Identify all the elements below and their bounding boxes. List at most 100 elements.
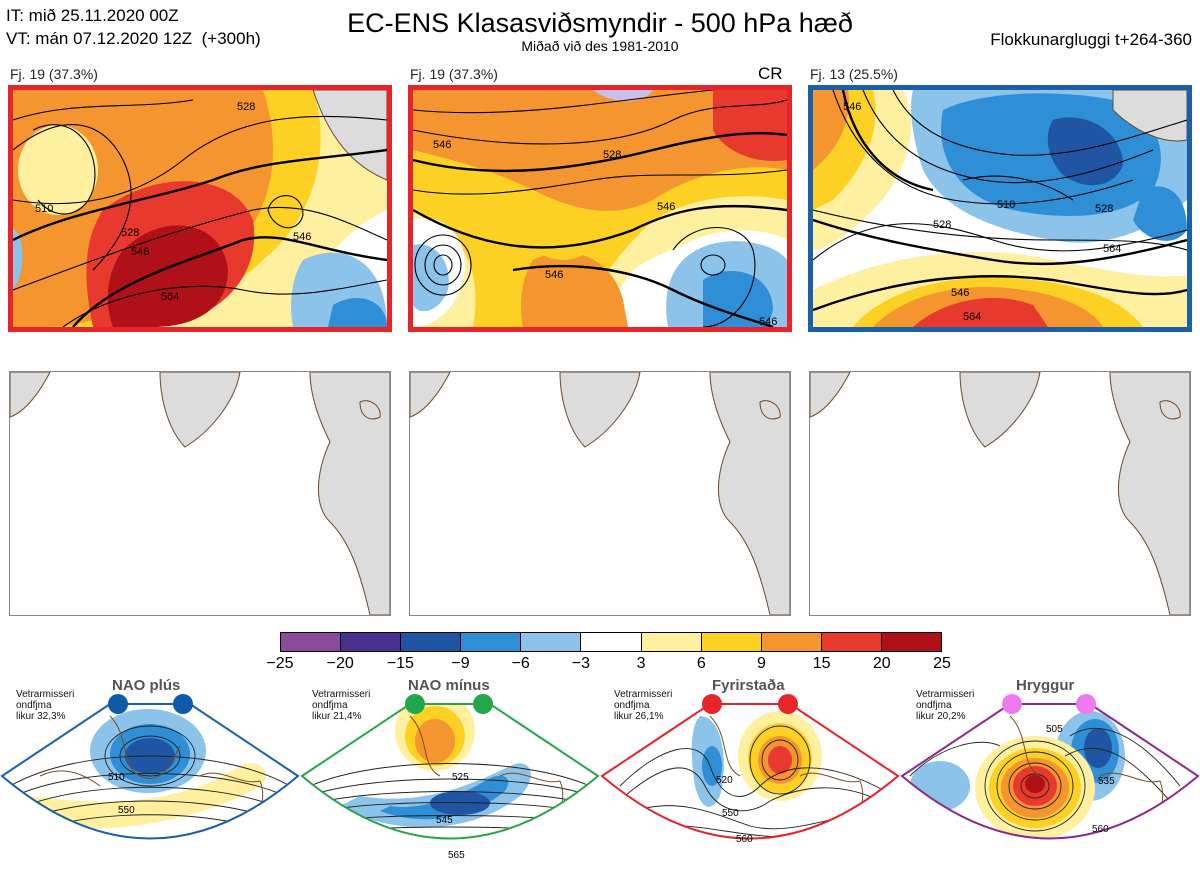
regime-probability: Vetrarmisseri ondfjma likur 26,1% [614, 689, 673, 722]
regime-dot [702, 694, 722, 714]
contour-label: 546 [951, 287, 969, 299]
colorbar-tick: −25 [266, 655, 294, 672]
regime-blocking-graphic: 520 550 560 [600, 694, 900, 845]
contour-label: 564 [963, 311, 981, 323]
regime-nao-minus[interactable]: 525 545 565 NAO mínus Vetrarmisseri ondf… [300, 676, 600, 871]
contour-label: 528 [237, 101, 255, 113]
contour-label: 546 [657, 201, 675, 213]
colorbar-swatch [821, 633, 882, 651]
regime-dot [1002, 694, 1022, 714]
regime-outline [900, 703, 1200, 840]
colorbar-tick: 6 [696, 655, 706, 672]
regime-ridge[interactable]: 505 535 560 Hryggur Vetrarmisseri ondfjm… [900, 676, 1200, 871]
colorbar-tick: −9 [451, 655, 470, 672]
cluster-window: Flokkunargluggi t+264-360 [990, 30, 1192, 49]
colorbar [280, 632, 942, 652]
contour-label: 546 [131, 246, 149, 258]
colorbar-swatch [761, 633, 822, 651]
run-info: IT: mið 25.11.2020 00Z VT: mán 07.12.202… [6, 4, 261, 50]
regime-title: NAO mínus [408, 677, 490, 694]
colorbar-swatch [521, 633, 582, 651]
contour-label: 505 [1046, 724, 1063, 735]
colorbar-ticks: −25 −20 −15 −9 −6 −3 3 6 9 15 20 25 [266, 655, 950, 675]
regime-ridge-graphic: 505 535 560 [900, 694, 1200, 840]
regime-dot [405, 694, 425, 714]
contour-label: 528 [121, 227, 139, 239]
colorbar-swatch [401, 633, 462, 651]
regime-outline [600, 703, 900, 840]
colorbar-tick: 9 [757, 655, 766, 672]
contour-label: 565 [448, 850, 465, 861]
contour-label: 546 [433, 139, 451, 151]
regime-dot [173, 694, 193, 714]
init-time: IT: mið 25.11.2020 00Z [6, 6, 179, 25]
page-subtitle: Miðað við des 1981-2010 [521, 38, 679, 54]
regime-title: Fyrirstaða [712, 677, 785, 694]
panel-label-3: Fj. 13 (25.5%) [810, 66, 898, 82]
colorbar-swatch [281, 633, 342, 651]
contour-label: 510 [997, 199, 1015, 211]
contour-label: 510 [35, 203, 53, 215]
contour-label: 528 [603, 149, 621, 161]
page-title: EC-ENS Klasasviðsmyndir - 500 hPa hæð [347, 8, 853, 38]
regime-probability: Vetrarmisseri ondfjma likur 21,4% [312, 689, 371, 722]
regime-outline [0, 703, 300, 840]
contour-label: 560 [1092, 824, 1109, 835]
regime-dot [473, 694, 493, 714]
contour-label: 546 [843, 101, 861, 113]
base-map-1 [9, 371, 391, 616]
regime-title: NAO plús [112, 677, 181, 694]
contour-label: 510 [108, 772, 125, 783]
contour-label: 535 [1098, 776, 1115, 787]
cluster-map-2[interactable]: 546 528 546 546 546 [408, 85, 792, 332]
contour-label: 520 [716, 775, 733, 786]
colorbar-tick: −20 [326, 655, 354, 672]
regime-blocking[interactable]: 520 550 560 Fyrirstaða Vetrarmisseri ond… [600, 676, 900, 871]
contour-label: 528 [933, 219, 951, 231]
colorbar-swatch [341, 633, 402, 651]
regime-probability: Vetrarmisseri ondfjma likur 32,3% [16, 689, 75, 722]
base-map-2 [409, 371, 791, 616]
cluster-map-3[interactable]: 546 510 528 528 564 546 564 [808, 85, 1192, 332]
regime-dot [778, 694, 798, 714]
regime-dot [1076, 694, 1096, 714]
cluster-map-1[interactable]: 510 528 546 564 528 546 [8, 85, 392, 332]
contour-label: 545 [436, 815, 453, 826]
contour-label: 528 [1095, 203, 1113, 215]
cluster-map-3-graphic: 546 510 528 528 564 546 564 [813, 90, 1187, 327]
regime-nao-plus[interactable]: 510 550 NAO plús Vetrarmisseri ondfjma l… [0, 676, 300, 871]
contour-label: 546 [293, 231, 311, 243]
regime-outline [300, 703, 600, 840]
colorbar-swatch [641, 633, 702, 651]
colorbar-swatch [701, 633, 762, 651]
cluster-map-2-graphic: 546 528 546 546 546 [413, 90, 787, 327]
colorbar-swatch [581, 633, 642, 651]
colorbar-swatch [881, 633, 942, 651]
panel-label-1: Fj. 19 (37.3%) [10, 66, 98, 82]
colorbar-tick: 15 [812, 655, 831, 672]
base-map-3 [809, 371, 1191, 616]
colorbar-tick: 20 [872, 655, 891, 672]
regime-nao-minus-graphic: 525 545 565 [300, 694, 600, 861]
contour-label: 564 [161, 291, 179, 303]
regime-probability: Vetrarmisseri ondfjma likur 20,2% [916, 689, 975, 722]
contour-label: 546 [545, 269, 563, 281]
contour-label: 550 [118, 805, 135, 816]
contour-label: 564 [1103, 243, 1121, 255]
colorbar-tick: −15 [386, 655, 414, 672]
regime-title: Hryggur [1016, 677, 1075, 694]
colorbar-tick: 3 [636, 655, 646, 672]
regime-nao-plus-graphic: 510 550 [0, 694, 300, 840]
colorbar-tick: 25 [933, 655, 951, 672]
contour-label: 560 [736, 834, 753, 845]
contour-label: 550 [722, 808, 739, 819]
colorbar-tick: −6 [511, 655, 530, 672]
valid-time: VT: mán 07.12.2020 12Z (+300h) [6, 29, 261, 48]
contour-label: 525 [452, 772, 469, 783]
cluster-map-1-graphic: 510 528 546 564 528 546 [13, 90, 387, 327]
contour-label: 546 [759, 316, 777, 327]
regime-dot [108, 694, 128, 714]
colorbar-swatch [461, 633, 522, 651]
panel-tag-cr: CR [758, 64, 783, 83]
colorbar-tick: −3 [571, 655, 591, 672]
